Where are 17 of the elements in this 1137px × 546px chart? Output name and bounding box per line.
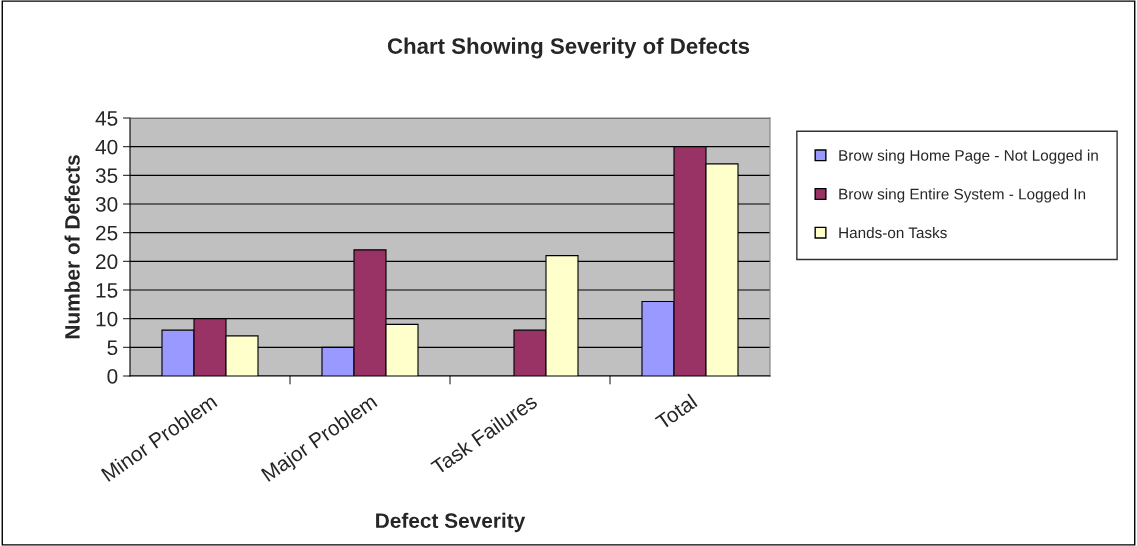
x-tick-label: Total (654, 393, 698, 431)
legend-label: Brow sing Entire System - Logged In (839, 188, 1086, 203)
legend-label: Brow sing Home Page - Not Logged in (839, 149, 1098, 164)
chart-title: Chart Showing Severity of Defects (387, 37, 750, 59)
y-tick-label: 20 (96, 254, 118, 270)
y-tick-label: 30 (95, 197, 118, 212)
y-tick-label: 0 (107, 369, 118, 384)
y-tick-label: 40 (95, 139, 118, 155)
y-axis-title: Number of Defects (64, 155, 80, 339)
y-tick-label: 35 (95, 168, 118, 184)
y-tick-label: 15 (96, 283, 118, 298)
y-tick-label: 25 (96, 225, 118, 241)
legend-label: Hands-on Tasks (839, 226, 947, 239)
y-tick-label: 10 (96, 311, 118, 327)
y-tick-label: 5 (107, 340, 118, 356)
x-axis-title: Defect Severity (376, 512, 526, 533)
y-tick-label: 45 (95, 111, 118, 126)
